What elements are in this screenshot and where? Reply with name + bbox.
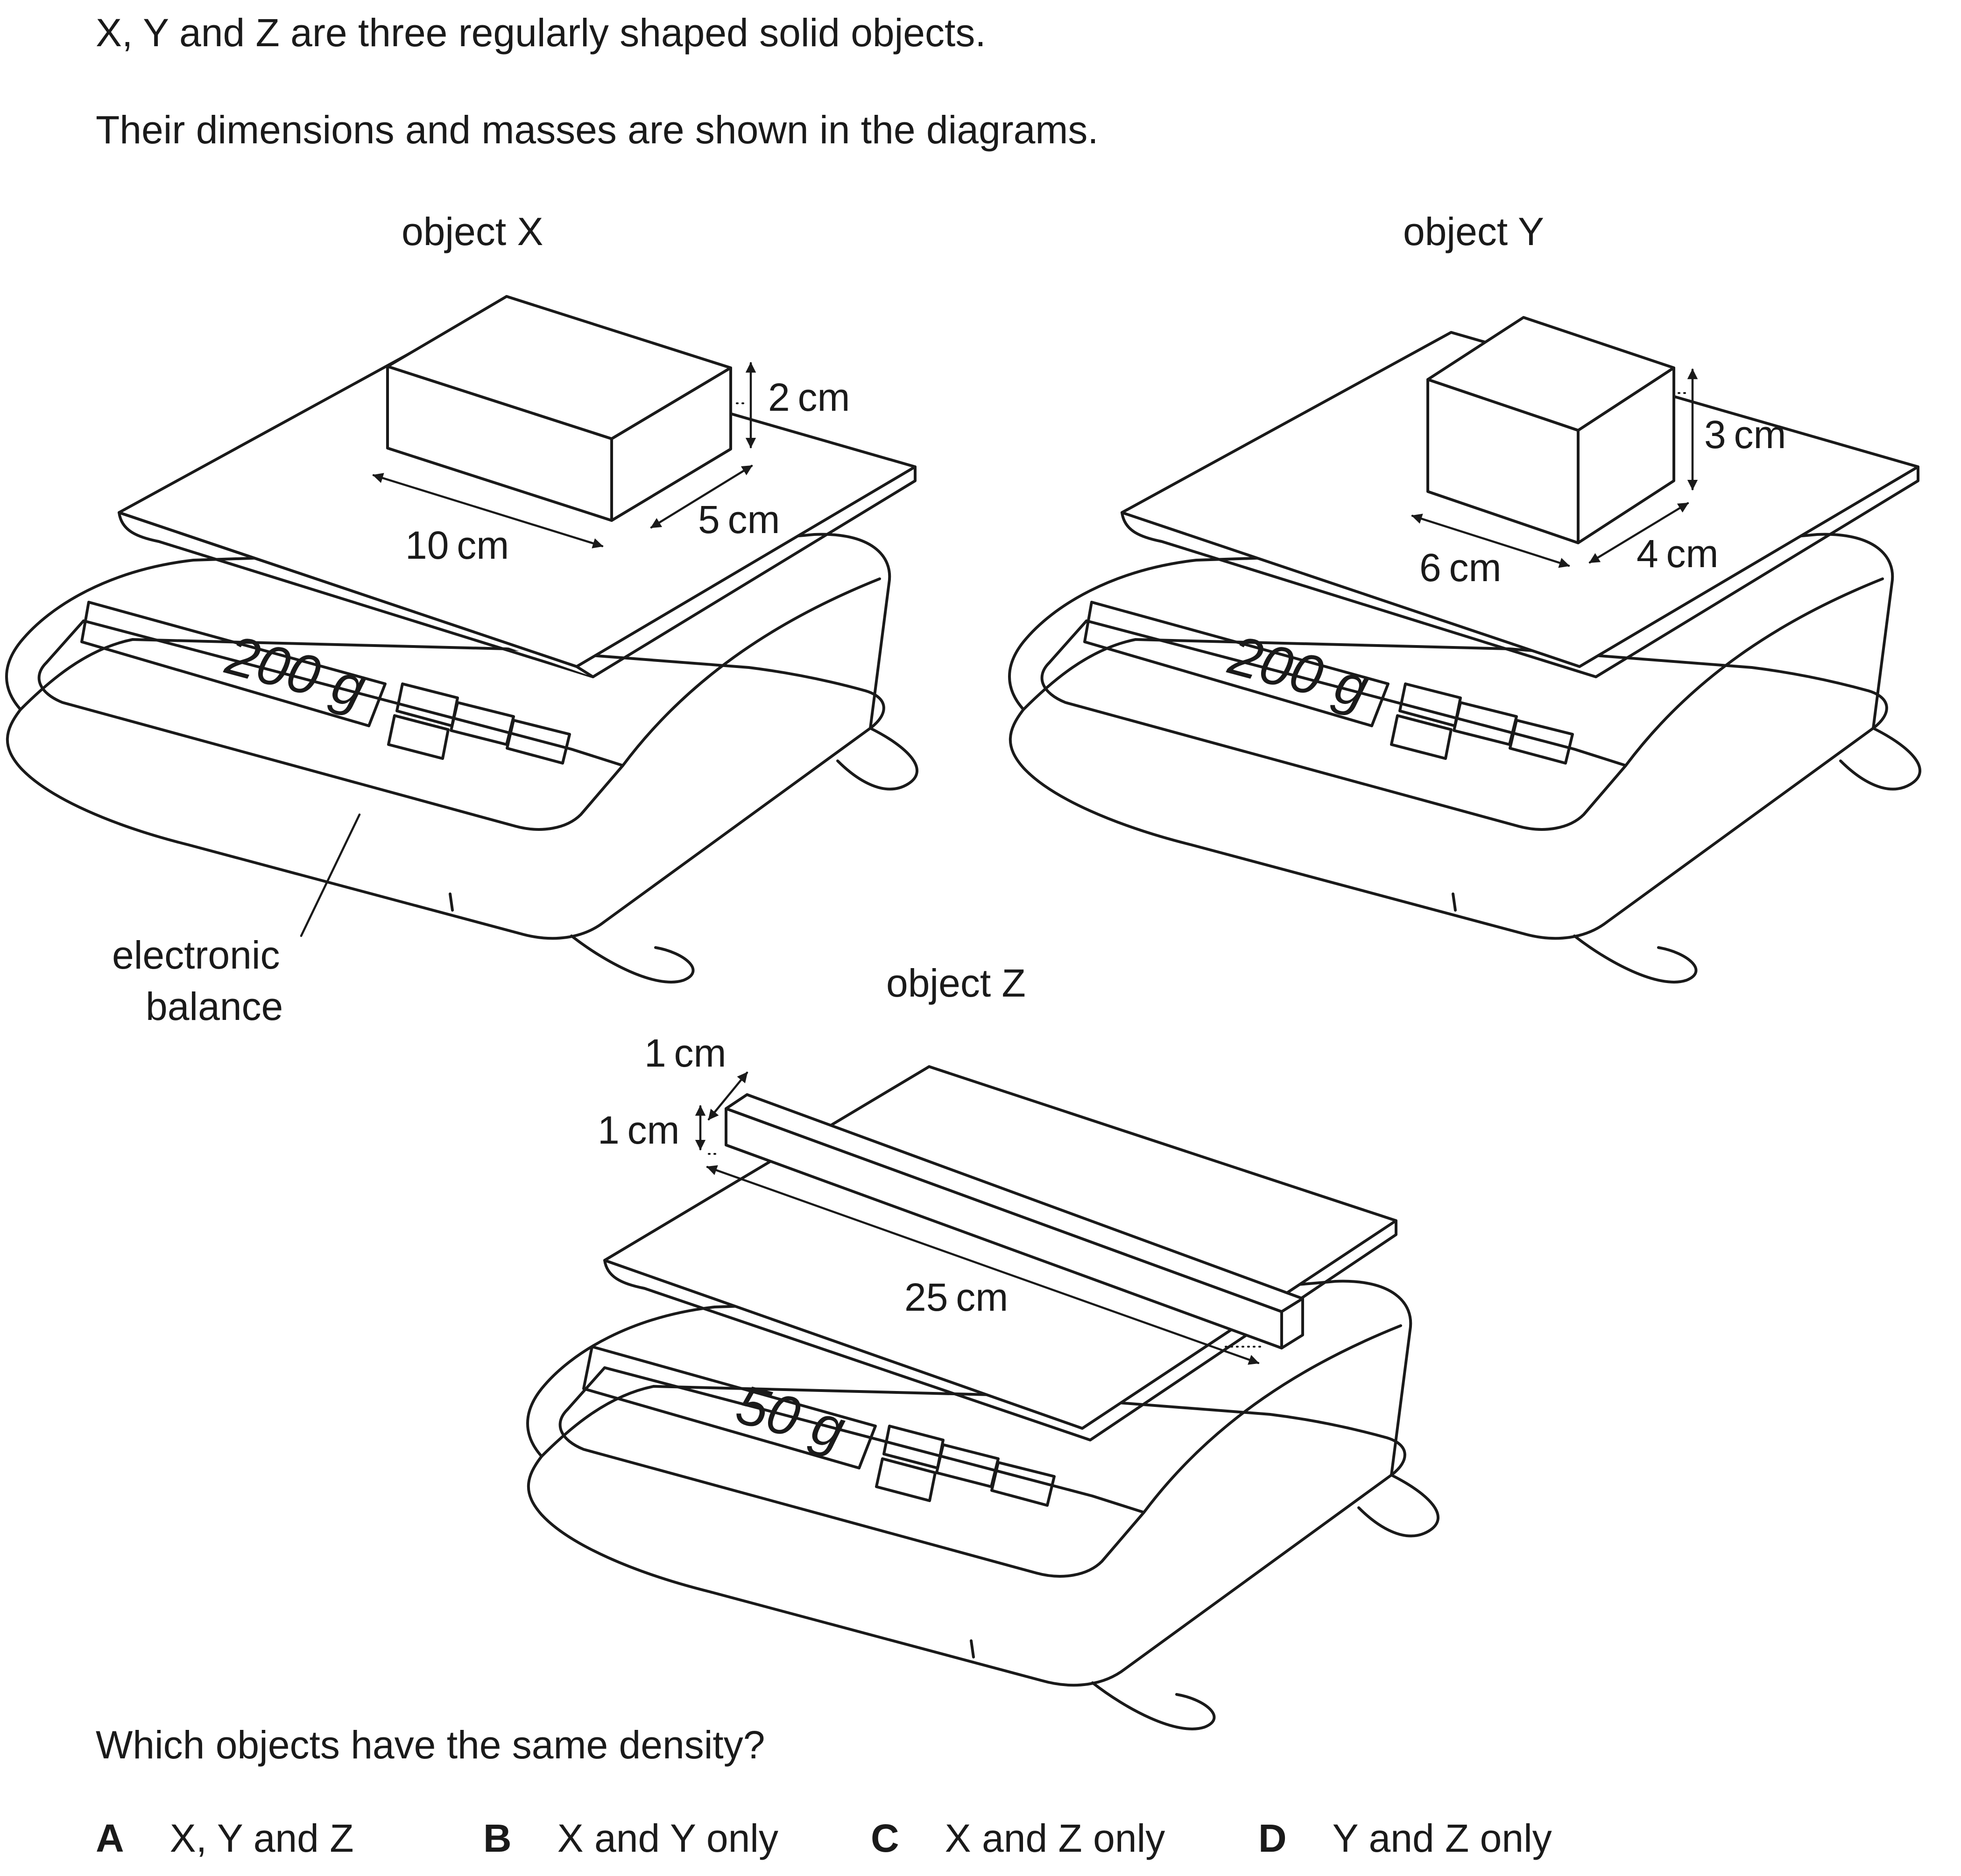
- question-detail: Their dimensions and masses are shown in…: [96, 108, 1099, 152]
- option-d-text: Y and Z only: [1332, 1816, 1552, 1860]
- keypad-x: [387, 682, 571, 765]
- balance-label-line2: balance: [146, 984, 283, 1028]
- display-window-y: [1083, 601, 1390, 727]
- length-label-x: 10 cm: [405, 523, 509, 567]
- width-arrow-z: [707, 1071, 748, 1121]
- option-a-letter: A: [96, 1816, 124, 1860]
- option-b-text: X and Y only: [557, 1816, 778, 1860]
- width-arrow-y: [1588, 502, 1689, 564]
- option-d-letter: D: [1258, 1816, 1287, 1860]
- height-label-z: 1 cm: [598, 1108, 680, 1152]
- balance-x: 200 g object X 2 cm 10 cm 5 cm electroni…: [7, 210, 917, 1028]
- option-b[interactable]: B X and Y only: [483, 1816, 778, 1861]
- height-label-x: 2 cm: [768, 375, 850, 419]
- keypad-z: [875, 1425, 1056, 1507]
- keypad-y: [1390, 682, 1574, 765]
- balances-diagram: 200 g object X 2 cm 10 cm 5 cm electroni…: [0, 210, 1961, 1750]
- display-window-x: [80, 601, 387, 727]
- option-b-letter: B: [483, 1816, 512, 1860]
- balance-pointer-line: [300, 813, 361, 937]
- length-label-y: 6 cm: [1419, 546, 1502, 590]
- balance-z: 50 g object Z 1 cm 1 cm 25 cm: [528, 961, 1438, 1729]
- object-y-title: object Y: [1403, 210, 1544, 253]
- option-a[interactable]: A X, Y and Z: [96, 1816, 354, 1861]
- option-c-letter: C: [871, 1816, 899, 1860]
- length-arrow-z: [706, 1165, 1260, 1365]
- width-arrow-x: [650, 464, 753, 529]
- question-intro: X, Y and Z are three regularly shaped so…: [96, 11, 986, 55]
- weighing-pan-z: [603, 1065, 1397, 1430]
- balance-label-line1: electronic: [112, 933, 280, 977]
- option-c[interactable]: C X and Z only: [871, 1816, 1165, 1861]
- option-a-text: X, Y and Z: [169, 1816, 354, 1860]
- balance-y: 200 g object Y 3 cm 6 cm 4 cm: [1009, 210, 1920, 982]
- length-arrow-x: [372, 473, 604, 548]
- width-label-x: 5 cm: [698, 498, 780, 541]
- object-x-title: object X: [402, 210, 543, 253]
- option-d[interactable]: D Y and Z only: [1258, 1816, 1552, 1861]
- height-label-y: 3 cm: [1704, 413, 1786, 457]
- object-z-title: object Z: [886, 961, 1026, 1005]
- option-c-text: X and Z only: [945, 1816, 1165, 1860]
- question-prompt: Which objects have the same density?: [96, 1723, 765, 1767]
- block-x: [386, 295, 732, 522]
- block-y: [1426, 316, 1675, 544]
- width-label-y: 4 cm: [1637, 532, 1719, 576]
- display-window-z: [582, 1345, 877, 1469]
- width-label-z: 1 cm: [644, 1031, 727, 1075]
- length-arrow-y: [1411, 513, 1570, 568]
- length-label-z: 25 cm: [904, 1275, 1008, 1319]
